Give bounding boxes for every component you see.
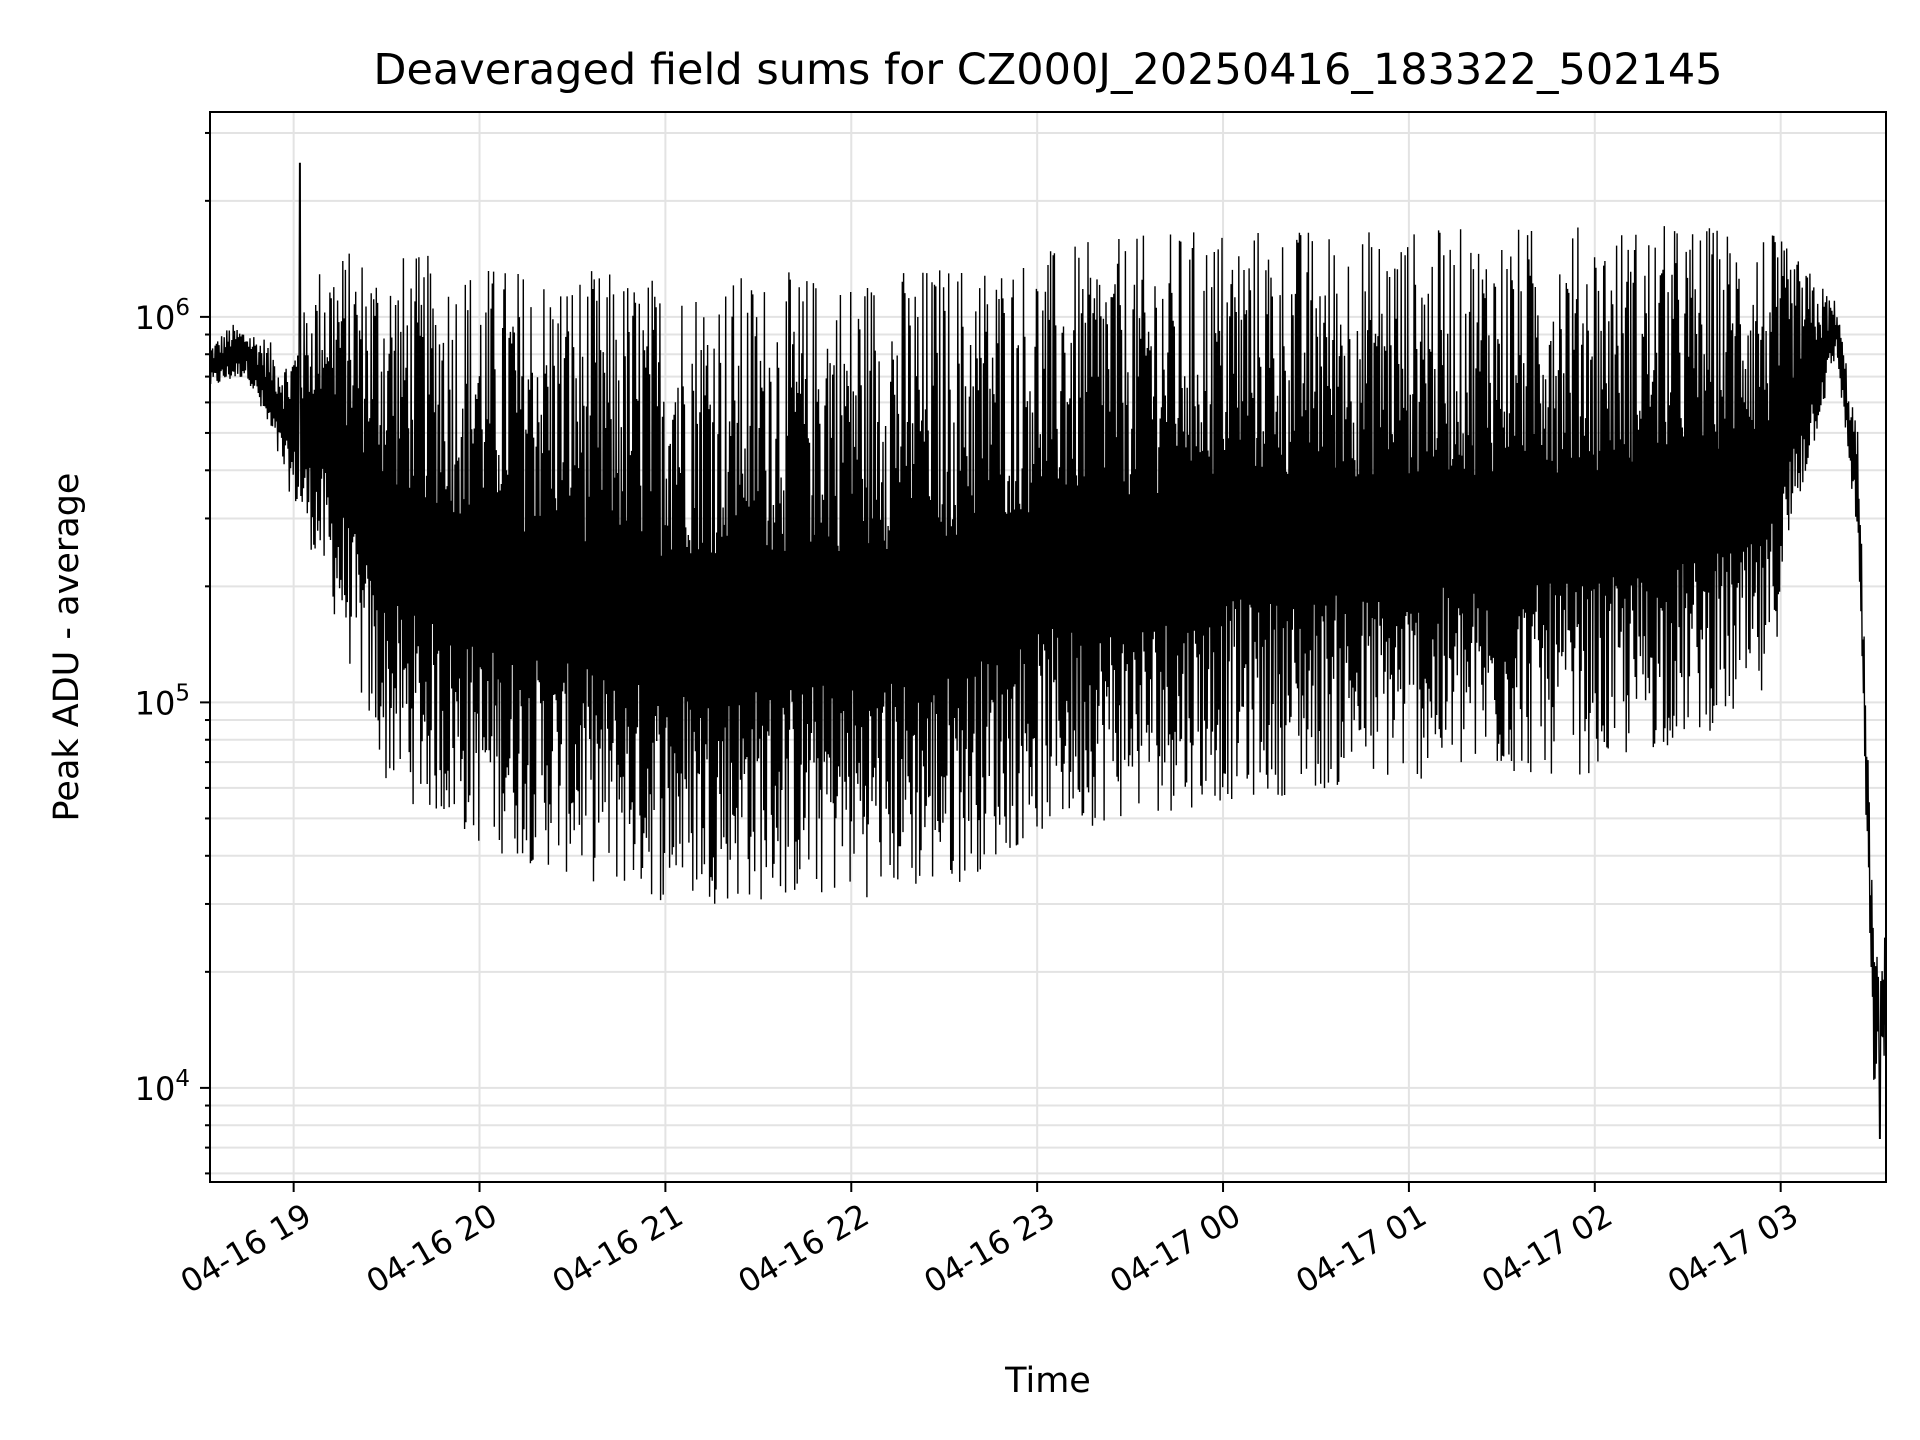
x-tick-label: 04-16 23 — [918, 1196, 1062, 1301]
y-tick-base: 10 — [135, 299, 176, 337]
series-line — [209, 162, 1887, 1139]
x-tick-label: 04-17 00 — [1103, 1196, 1247, 1301]
y-tick-exponent: 5 — [175, 680, 190, 706]
x-tick-label: 04-16 21 — [546, 1196, 690, 1301]
x-tick-label: 04-16 22 — [732, 1196, 876, 1301]
y-tick-exponent: 6 — [175, 295, 190, 321]
x-axis: 04-16 19 04-16 20 04-16 21 04-16 22 04-16 23… — [174, 1182, 1805, 1301]
y-tick-label: 106 — [135, 295, 190, 337]
chart-title: Deaveraged field sums for CZ000J_2025041… — [373, 45, 1722, 95]
y-tick-label: 105 — [135, 680, 190, 722]
y-tick-exponent: 4 — [175, 1066, 190, 1092]
series-line-group — [209, 162, 1887, 1139]
x-tick-label: 04-17 02 — [1475, 1196, 1619, 1301]
x-tick-label: 04-17 01 — [1289, 1196, 1433, 1301]
plot-frame — [209, 111, 1887, 1183]
y-axis-label: Peak ADU - average — [47, 473, 87, 822]
x-tick-label: 04-17 03 — [1661, 1196, 1805, 1301]
x-tick-label: 04-16 19 — [174, 1196, 318, 1301]
y-tick-label: 104 — [135, 1066, 190, 1108]
y-tick-base: 10 — [135, 684, 176, 722]
y-tick-base: 10 — [135, 1070, 176, 1108]
x-tick-label: 04-16 20 — [360, 1196, 504, 1301]
x-axis-label: Time — [1004, 1361, 1091, 1401]
